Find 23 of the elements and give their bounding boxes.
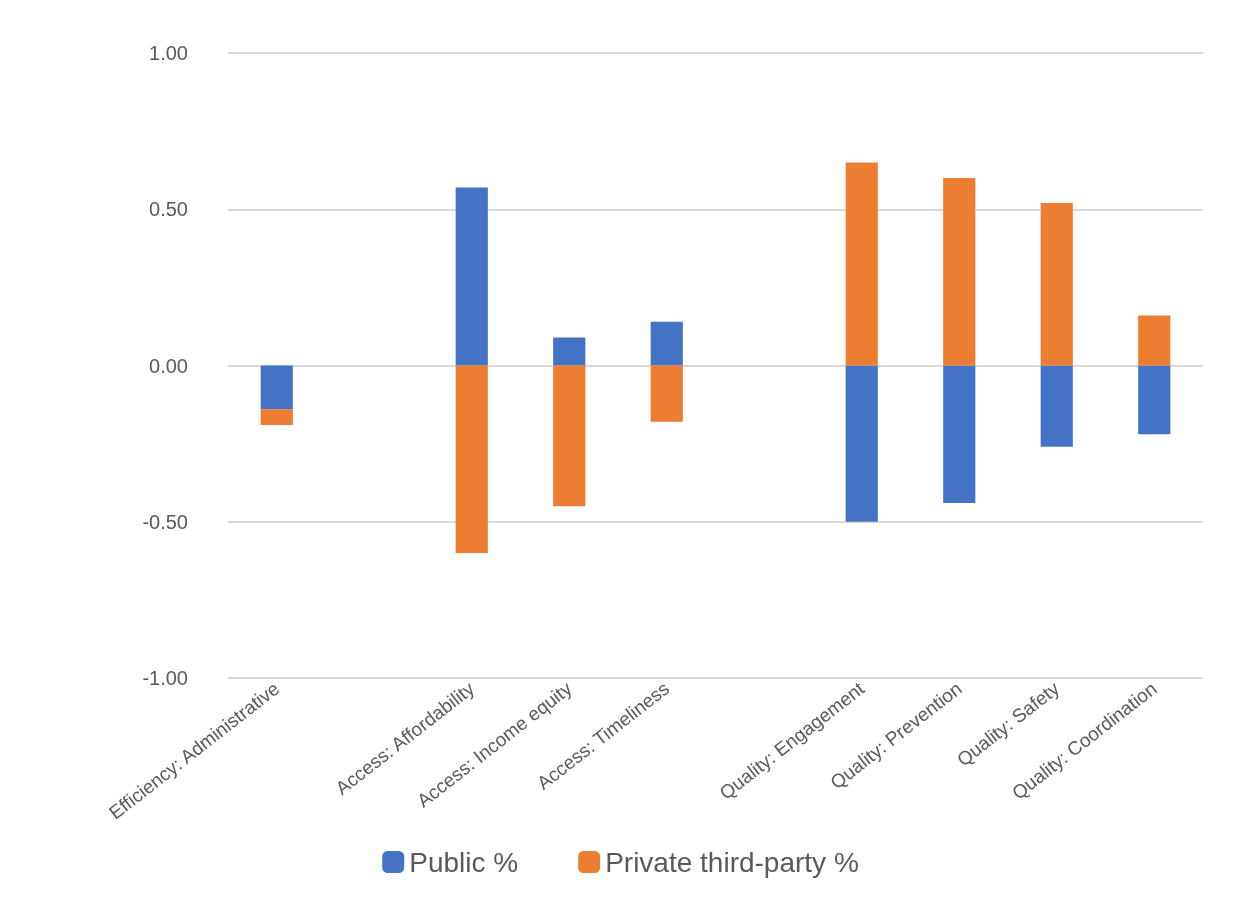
bar — [455, 365, 488, 553]
y-tick-label: -0.50 — [142, 510, 188, 533]
y-tick-label: 0.00 — [149, 354, 188, 377]
legend-label: Public % — [409, 846, 519, 878]
bar — [943, 178, 976, 366]
bar — [260, 365, 293, 410]
bar — [260, 409, 293, 425]
bar — [553, 337, 586, 366]
bar — [553, 365, 586, 507]
bar — [455, 187, 488, 366]
bar — [845, 162, 878, 366]
bar — [650, 321, 683, 366]
y-tick-label: 0.50 — [149, 198, 188, 221]
bar — [943, 365, 976, 503]
bar — [650, 365, 683, 422]
bar — [1040, 203, 1073, 366]
bar — [845, 365, 878, 522]
y-tick-label: 1.00 — [149, 42, 188, 64]
bar — [1040, 365, 1073, 447]
bar — [1138, 315, 1171, 366]
bar — [1138, 365, 1171, 435]
legend-label: Private third-party % — [605, 846, 859, 878]
y-tick-label: -1.00 — [142, 667, 188, 689]
